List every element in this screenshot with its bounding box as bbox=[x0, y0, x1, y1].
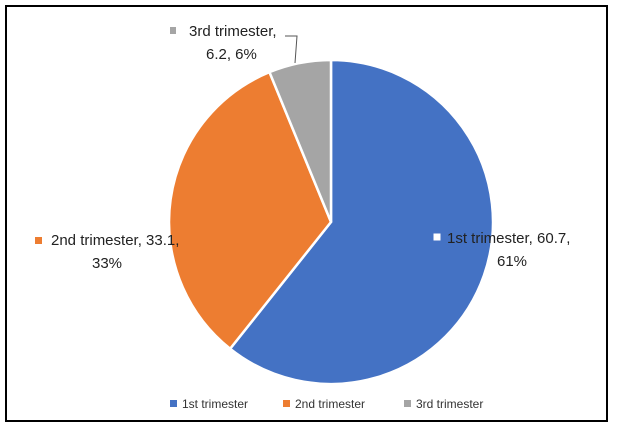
legend-swatch-1st bbox=[170, 400, 177, 407]
data-label-2nd-line2: 33% bbox=[92, 255, 122, 272]
data-label-3rd-line2: 6.2, 6% bbox=[206, 46, 257, 63]
data-label-1st: 1st trimester, 60.7, 61% bbox=[430, 230, 570, 270]
data-label-3rd: 3rd trimester, 6.2, 6% bbox=[170, 23, 277, 63]
data-label-1st-line2: 61% bbox=[497, 253, 527, 270]
legend-label-1st: 1st trimester bbox=[182, 397, 248, 411]
legend-label-2nd: 2nd trimester bbox=[295, 397, 365, 411]
pie-slices bbox=[167, 58, 495, 386]
label-marker-2nd bbox=[35, 237, 42, 244]
legend: 1st trimester 2nd trimester 3rd trimeste… bbox=[170, 397, 483, 411]
label-marker-3rd bbox=[170, 27, 176, 34]
legend-swatch-2nd bbox=[283, 400, 290, 407]
data-label-3rd-line1: 3rd trimester, bbox=[189, 23, 277, 40]
leader-line-3rd bbox=[285, 35, 298, 64]
pie-slice-1st bbox=[228, 58, 495, 386]
data-label-2nd: 2nd trimester, 33.1, 33% bbox=[35, 232, 179, 272]
pie-slice-3rd bbox=[267, 58, 333, 223]
legend-swatch-3rd bbox=[404, 400, 411, 407]
legend-label-3rd: 3rd trimester bbox=[416, 397, 483, 411]
label-marker-1st bbox=[430, 230, 444, 244]
pie-slice-2nd bbox=[167, 70, 333, 351]
data-label-2nd-line1: 2nd trimester, 33.1, bbox=[51, 232, 179, 249]
data-label-1st-line1: 1st trimester, 60.7, bbox=[447, 230, 570, 247]
